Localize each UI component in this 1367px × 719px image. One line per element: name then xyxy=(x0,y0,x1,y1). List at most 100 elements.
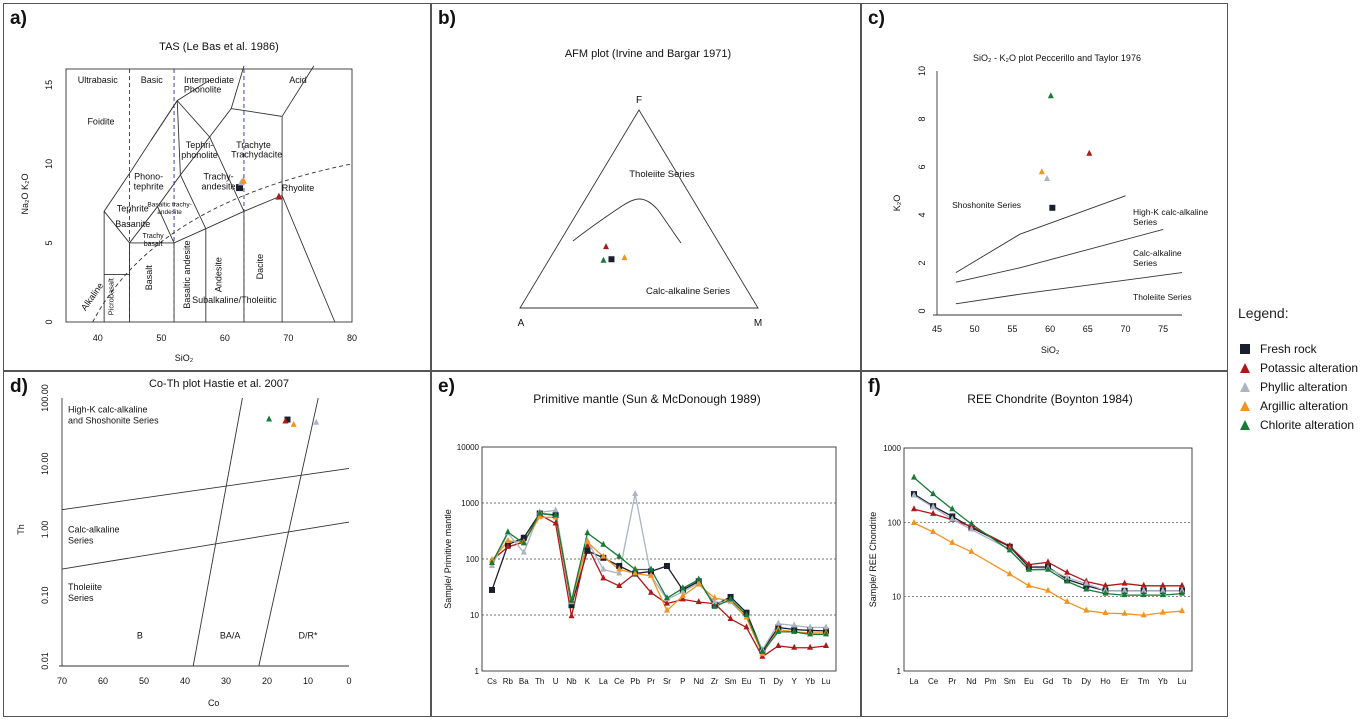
x-tick-label: Nd xyxy=(966,677,976,686)
field-label: High-K calc-alkaline Series xyxy=(1133,207,1208,227)
tas-field-label: Trachydacite xyxy=(231,150,282,160)
label-line: Series xyxy=(68,593,94,603)
data-point xyxy=(489,586,495,593)
series-line xyxy=(491,493,826,652)
data-point xyxy=(1159,591,1166,598)
x-tick-label: Eu xyxy=(742,677,752,686)
data-point xyxy=(648,565,655,572)
primitive-mantle-chart: Primitive mantle (Sun & McDonough 1989) 1… xyxy=(443,392,837,686)
sample-point xyxy=(621,254,628,261)
tas-chart: TAS (Le Bas et al. 1986) 40 50 60 70 80 0 5 10 15… xyxy=(20,41,357,363)
data-point xyxy=(775,627,782,634)
data-point xyxy=(711,602,718,609)
x-tick-label: 40 xyxy=(93,333,103,343)
data-point xyxy=(968,525,975,532)
data-point xyxy=(520,539,527,546)
legend-label: Argillic alteration xyxy=(1260,398,1349,413)
data-point xyxy=(743,623,750,630)
y-axis-label: K₂O xyxy=(892,195,902,212)
field-label: Tholeiite Series xyxy=(629,169,695,180)
series-line xyxy=(913,477,1183,596)
y-tick-label: 4 xyxy=(917,212,927,217)
vertex-label-a: A xyxy=(518,318,525,329)
x-tick-label: Y xyxy=(792,677,798,686)
data-point xyxy=(584,538,591,545)
sample-point xyxy=(266,415,273,422)
data-point xyxy=(911,491,917,498)
tas-field-boundary xyxy=(157,206,175,322)
y-tick-label: 8 xyxy=(917,116,927,121)
panel-label: a) xyxy=(10,8,27,29)
label-line: Phono- xyxy=(134,172,163,182)
tas-field-boundary xyxy=(281,65,315,117)
data-point xyxy=(695,580,702,587)
sample-point xyxy=(275,192,283,200)
data-point xyxy=(1006,570,1013,577)
plot-frame xyxy=(65,68,353,323)
label-line: Calc-alkaline xyxy=(1133,248,1182,258)
y-tick-label: 0 xyxy=(44,319,54,324)
panel-primitive-mantle: e) Primitive mantle (Sun & McDonough 198… xyxy=(431,371,861,717)
x-tick-label: 60 xyxy=(220,333,230,343)
legend-triangle-marker xyxy=(1240,362,1250,373)
legend-triangle-marker xyxy=(1240,381,1250,392)
chart-title: SiO₂ - K₂O plot Peccerillo and Taylor 19… xyxy=(973,53,1141,63)
x-tick-label: Ce xyxy=(928,677,939,686)
legend-marker xyxy=(1238,380,1252,394)
y-tick-label: 10.00 xyxy=(40,452,50,475)
panel-ree-chondrite: f) REE Chondrite (Boynton 1984) 1 10 100 100… xyxy=(861,371,1228,717)
data-point xyxy=(949,538,956,545)
data-point xyxy=(711,598,718,605)
label-line: Tholeiite xyxy=(68,582,102,592)
label-line: Trachy xyxy=(143,233,165,240)
data-point xyxy=(1045,586,1051,593)
panel-label: d) xyxy=(10,376,28,397)
label-line: Series xyxy=(1133,217,1157,227)
data-point xyxy=(552,519,559,526)
data-point xyxy=(1102,581,1109,588)
legend-label: Potassic alteration xyxy=(1260,360,1359,375)
data-point xyxy=(1179,581,1185,588)
chart-title: AFM plot (Irvine and Bargar 1971) xyxy=(565,48,731,60)
data-point xyxy=(1121,579,1128,586)
data-point xyxy=(1083,606,1090,613)
data-point xyxy=(1121,591,1128,598)
tas-field-label: Dacite xyxy=(255,254,265,280)
x-tick-label: 40 xyxy=(180,676,190,686)
y-tick-label: 0.10 xyxy=(40,586,50,604)
y-tick-label: 100 xyxy=(888,518,902,527)
tas-field-boundary xyxy=(281,195,336,323)
y-axis-label: Sample/ REE Chondrite xyxy=(868,512,878,608)
data-point xyxy=(807,623,814,630)
x-axis-label: SiO₂ xyxy=(1041,345,1060,355)
y-tick-label: 1000 xyxy=(461,499,479,508)
data-point xyxy=(823,623,829,630)
x-tick-label: Sm xyxy=(725,677,737,686)
panel-tas: a) TAS (Le Bas et al. 1986) 40 50 60 70 80 0 5 1… xyxy=(3,3,431,371)
data-point xyxy=(616,581,623,588)
x-tick-label: Tm xyxy=(1138,677,1150,686)
tas-field-label: Rhyolite xyxy=(282,183,315,193)
y-tick-label: 10 xyxy=(470,611,479,620)
series-line xyxy=(491,512,826,654)
data-point xyxy=(489,561,495,568)
panel-sio2-k2o: c) SiO₂ - K₂O plot Peccerillo and Taylor… xyxy=(861,3,1228,371)
x-tick-label: 30 xyxy=(221,676,231,686)
x-tick-label: Ho xyxy=(1100,677,1111,686)
legend-marker xyxy=(1238,418,1252,432)
field-label: Shoshonite Series xyxy=(952,200,1021,210)
panel-label: b) xyxy=(438,8,456,29)
data-point xyxy=(1140,591,1147,598)
data-point xyxy=(600,552,607,559)
data-point xyxy=(616,565,623,572)
data-point xyxy=(1045,565,1051,572)
afm-chart: AFM plot (Irvine and Bargar 1971) F A M Thol… xyxy=(518,48,763,329)
field-label: Calc-alkaline Series xyxy=(1133,248,1182,268)
y-tick-label: 1.00 xyxy=(40,521,50,539)
data-point xyxy=(632,489,639,496)
tas-field-boundary xyxy=(176,100,210,138)
data-point xyxy=(1159,581,1166,588)
data-point xyxy=(791,627,798,634)
x-tick-label: Zr xyxy=(711,677,719,686)
x-tick-label: 20 xyxy=(262,676,272,686)
